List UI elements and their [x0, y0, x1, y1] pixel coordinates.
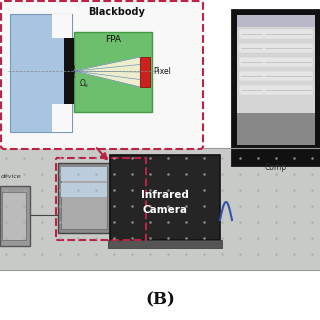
- Bar: [237, 113, 315, 145]
- Bar: [64, 38, 74, 104]
- Bar: [0, 148, 320, 270]
- Bar: [52, 14, 72, 38]
- Text: Infrared: Infrared: [141, 190, 189, 200]
- Bar: [232, 10, 320, 165]
- Bar: [61, 167, 107, 229]
- Bar: [108, 240, 222, 248]
- Bar: [239, 29, 313, 39]
- Text: Comp: Comp: [265, 163, 287, 172]
- Bar: [74, 32, 152, 112]
- Bar: [52, 104, 72, 132]
- Text: FPA: FPA: [105, 35, 121, 44]
- Bar: [2, 192, 26, 240]
- Text: (B): (B): [145, 291, 175, 308]
- Text: Pixel: Pixel: [153, 68, 171, 76]
- Text: $\Omega_s$: $\Omega_s$: [79, 78, 90, 91]
- Bar: [61, 183, 107, 197]
- Bar: [239, 85, 313, 95]
- Text: device: device: [1, 174, 22, 179]
- Polygon shape: [74, 57, 140, 87]
- Bar: [239, 43, 313, 53]
- Bar: [56, 158, 146, 240]
- Bar: [237, 15, 315, 145]
- Bar: [239, 57, 313, 67]
- Bar: [58, 163, 110, 233]
- FancyBboxPatch shape: [1, 1, 203, 149]
- Bar: [10, 14, 72, 132]
- Bar: [0, 186, 30, 246]
- Bar: [237, 15, 315, 27]
- Text: Blackbody: Blackbody: [89, 7, 145, 17]
- Bar: [140, 57, 150, 87]
- Bar: [110, 155, 220, 240]
- Bar: [239, 71, 313, 81]
- Bar: [61, 167, 107, 181]
- Text: Camera: Camera: [142, 205, 188, 215]
